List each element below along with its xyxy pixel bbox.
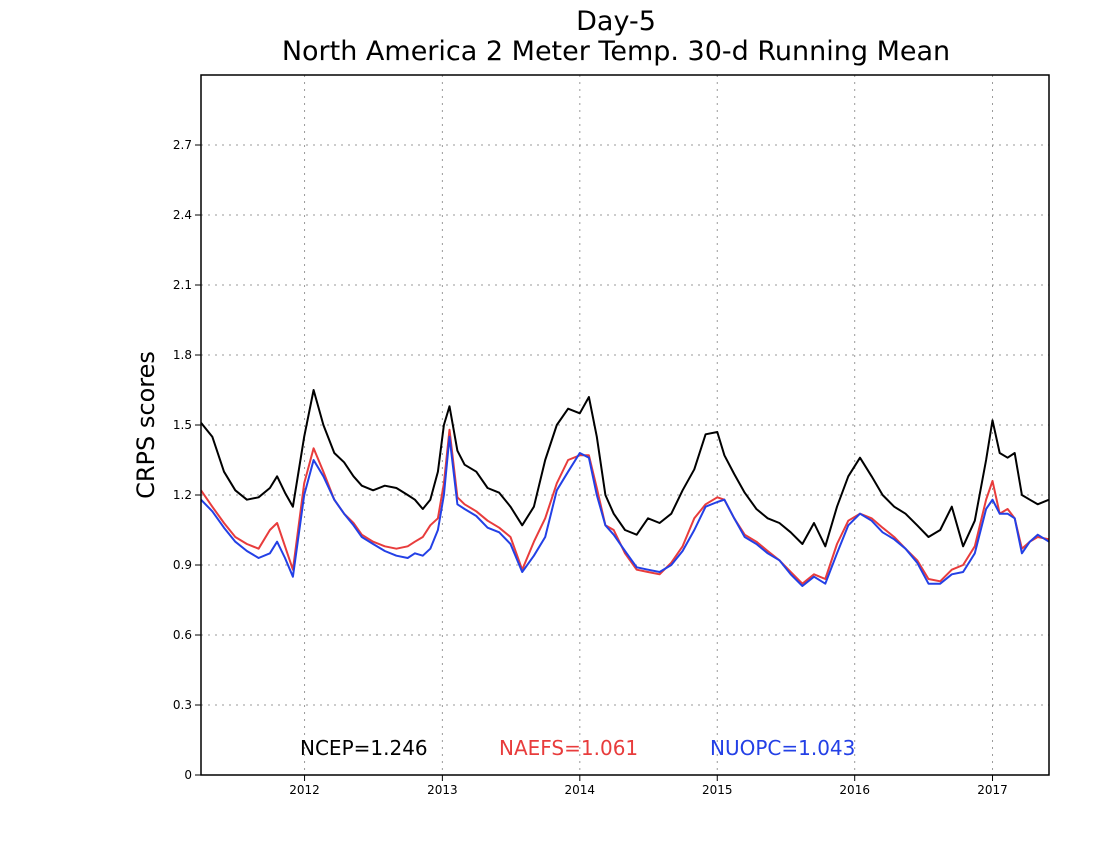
x-axis-ticks: 2012 2013 2014 2015 2016 2017 bbox=[289, 775, 1008, 797]
series-line-1 bbox=[200, 428, 1050, 585]
legend-naefs: NAEFS=1.061 bbox=[499, 736, 638, 760]
x-tick-label: 2015 bbox=[702, 783, 733, 797]
y-tick-label: 1.2 bbox=[173, 488, 192, 502]
y-tick-label: 2.1 bbox=[173, 278, 192, 292]
x-tick-label: 2016 bbox=[839, 783, 870, 797]
series-line-0 bbox=[200, 389, 1050, 548]
legend-ncep: NCEP=1.246 bbox=[300, 736, 428, 760]
series-line-2 bbox=[200, 435, 1050, 587]
chart-title: Day-5 bbox=[576, 6, 656, 37]
y-tick-label: 2.4 bbox=[173, 208, 192, 222]
x-tick-label: 2017 bbox=[977, 783, 1008, 797]
y-axis-ticks: 0 0.3 0.6 0.9 1.2 1.5 1.8 2.1 2.4 2.7 bbox=[173, 138, 201, 782]
y-tick-label: 1.5 bbox=[173, 418, 192, 432]
chart-subtitle: North America 2 Meter Temp. 30-d Running… bbox=[282, 36, 950, 67]
legend-nuopc: NUOPC=1.043 bbox=[710, 736, 855, 760]
y-tick-label: 0.9 bbox=[173, 558, 192, 572]
y-tick-label: 1.8 bbox=[173, 348, 192, 362]
y-tick-label: 0.6 bbox=[173, 628, 192, 642]
grid bbox=[201, 75, 1049, 775]
series-layer bbox=[200, 389, 1050, 587]
x-tick-label: 2012 bbox=[289, 783, 320, 797]
x-tick-label: 2014 bbox=[565, 783, 596, 797]
y-tick-label: 2.7 bbox=[173, 138, 192, 152]
y-tick-label: 0.3 bbox=[173, 698, 192, 712]
x-tick-label: 2013 bbox=[427, 783, 458, 797]
y-tick-label: 0 bbox=[184, 768, 192, 782]
y-axis-label: CRPS scores bbox=[132, 351, 160, 499]
